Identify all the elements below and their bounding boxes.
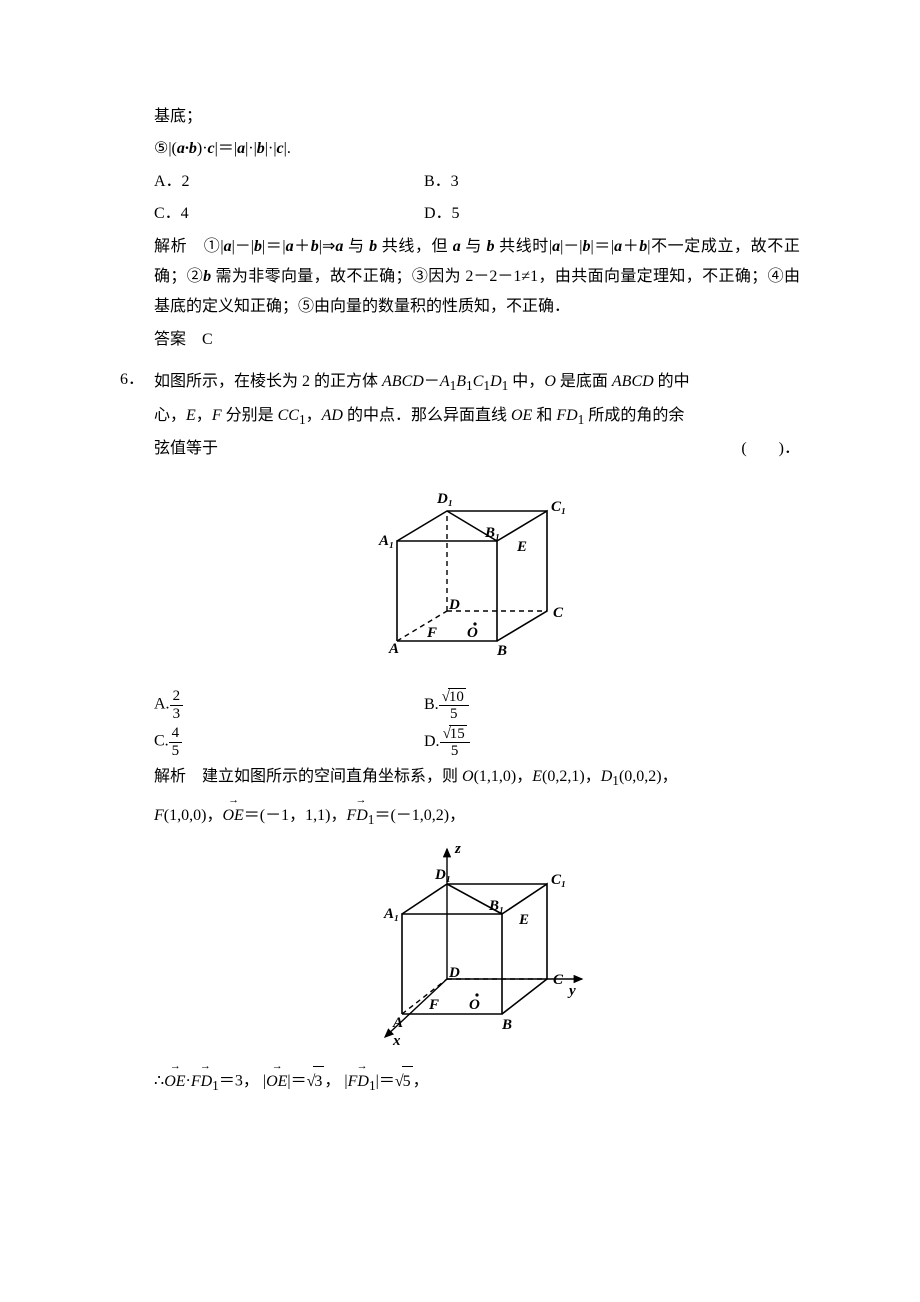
lbl-B: B bbox=[496, 643, 507, 659]
svg-text:B: B bbox=[501, 1017, 512, 1033]
q6-stem-3: 弦值等于 ( )． bbox=[154, 434, 800, 464]
q5-optA: A．2 bbox=[154, 167, 424, 197]
q6: 6． 如图所示，在棱长为 2 的正方体 ABCD－A1B1C1D1 中，O 是底… bbox=[120, 365, 800, 1100]
svg-text:F: F bbox=[428, 997, 439, 1013]
lbl-C: C bbox=[553, 605, 564, 621]
q6-optD: D.√155 bbox=[424, 725, 800, 760]
q6-stem-1: 如图所示，在棱长为 2 的正方体 ABCD－A1B1C1D1 中，O 是底面 A… bbox=[154, 367, 800, 399]
q6-optC: C.45 bbox=[154, 725, 424, 759]
q6-options-cd: C.45 D.√155 bbox=[154, 725, 800, 760]
q5-optD: D．5 bbox=[424, 199, 800, 229]
analysis-label: 解析 bbox=[154, 238, 187, 255]
lbl-C1: C₁ bbox=[551, 499, 566, 515]
lbl-O: O bbox=[467, 625, 478, 641]
svg-text:A: A bbox=[392, 1015, 403, 1031]
lbl-B1: B₁ bbox=[484, 525, 500, 541]
q6-optA: A.23 bbox=[154, 688, 424, 722]
analysis-label: 解析 bbox=[154, 768, 186, 785]
q5-options-cd: C．4 D．5 bbox=[154, 199, 800, 229]
q5-expr: ⑤|(a·b)·c|＝|a|·|b|·|c|. bbox=[154, 134, 800, 164]
svg-text:O: O bbox=[469, 997, 480, 1013]
svg-text:D₁: D₁ bbox=[434, 867, 451, 883]
svg-text:B₁: B₁ bbox=[488, 898, 504, 914]
svg-text:E: E bbox=[518, 912, 529, 928]
lbl-D: D bbox=[448, 597, 460, 613]
q5-stub: 基底； bbox=[154, 102, 800, 132]
answer-value: C bbox=[202, 331, 213, 348]
q6-options-ab: A.23 B.√105 bbox=[154, 688, 800, 723]
q6-final: ∴→OE·→FD1＝3， |→OE|＝√3， |→FD1|＝√5， bbox=[154, 1066, 800, 1098]
q5-analysis: 解析 ①|a|－|b|＝|a＋b|⇒a 与 b 共线，但 a 与 b 共线时|a… bbox=[154, 232, 800, 323]
svg-text:x: x bbox=[392, 1033, 401, 1049]
q6-stem-2: 心，E，F 分别是 CC1，AD 的中点．那么异面直线 OE 和 FD1 所成的… bbox=[154, 401, 800, 433]
q6-analysis-2: F(1,0,0)，→OE＝(－1，1,1)，→FD1＝(－1,0,2)， bbox=[154, 801, 800, 833]
lbl-F: F bbox=[426, 625, 437, 641]
cube-diagram-2: A B C D A₁ B₁ C₁ D₁ E F O z y x bbox=[154, 839, 800, 1060]
lbl-D1: D₁ bbox=[436, 491, 453, 507]
svg-text:z: z bbox=[454, 841, 461, 857]
svg-text:y: y bbox=[567, 983, 576, 999]
q5-optC: C．4 bbox=[154, 199, 424, 229]
lbl-E: E bbox=[516, 539, 527, 555]
answer-paren: ( )． bbox=[741, 434, 800, 464]
q5-answer: 答案 C bbox=[154, 325, 800, 355]
q5-optB: B．3 bbox=[424, 167, 800, 197]
q5-options-ab: A．2 B．3 bbox=[154, 167, 800, 197]
q6-analysis-1: 解析 建立如图所示的空间直角坐标系，则 O(1,1,0)，E(0,2,1)，D1… bbox=[154, 762, 800, 794]
svg-text:C: C bbox=[553, 972, 564, 988]
answer-label: 答案 bbox=[154, 331, 186, 348]
svg-text:A₁: A₁ bbox=[383, 906, 399, 922]
lbl-A1: A₁ bbox=[378, 533, 394, 549]
svg-text:D: D bbox=[448, 965, 460, 981]
q6-number: 6． bbox=[120, 365, 154, 395]
q6-optB: B.√105 bbox=[424, 688, 800, 723]
lbl-A: A bbox=[388, 641, 399, 657]
svg-text:C₁: C₁ bbox=[551, 872, 566, 888]
cube-diagram-1: A B C D A₁ B₁ C₁ D₁ E F O bbox=[154, 471, 800, 682]
